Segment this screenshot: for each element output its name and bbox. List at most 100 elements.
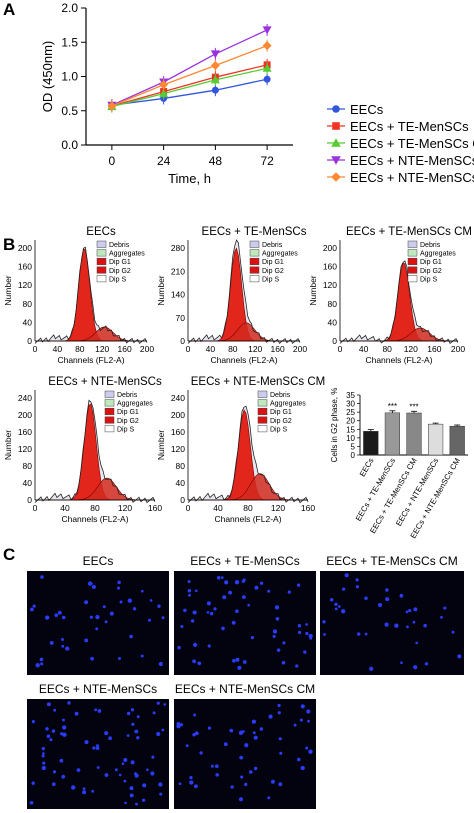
nucleus-dot: [194, 731, 199, 736]
flow-panel-1: EECs + TE-MenSCs 0 70 140 210 280 0 40 80 120 160 2…: [156, 226, 307, 365]
x-tick-label: 120: [248, 344, 262, 354]
nucleus-dot: [342, 587, 346, 591]
y-tick-label: 5: [351, 442, 356, 451]
legend-label: Debris: [420, 242, 441, 249]
y-tick-label: 40: [23, 317, 33, 327]
nucleus-dot: [279, 751, 283, 755]
series-line: [111, 67, 268, 108]
data-point: [211, 86, 219, 94]
x-tick-label: 160: [301, 503, 315, 513]
nucleus-dot: [293, 723, 297, 727]
nucleus-dot: [150, 771, 155, 776]
nucleus-dot: [385, 597, 390, 602]
legend-swatch: [257, 390, 268, 398]
legend-label: Dip G2: [270, 418, 292, 425]
nucleus-dot: [282, 641, 286, 645]
nucleus-dot: [239, 797, 243, 802]
histogram-outline: [34, 246, 148, 345]
y-tick-label: 30: [346, 400, 355, 409]
nucleus-dot: [95, 746, 100, 750]
nucleus-dot: [141, 798, 146, 802]
x-tick-label: 0: [109, 154, 116, 168]
legend-swatch: [257, 407, 268, 415]
panel-label-a: A: [3, 0, 16, 19]
nucleus-dot: [35, 663, 40, 668]
nucleus-dot: [193, 642, 198, 647]
nucleus-dot: [46, 702, 51, 707]
y-tick-label: 80: [176, 461, 186, 471]
legend-label: Debris: [117, 392, 138, 399]
nucleus-dot: [123, 779, 127, 783]
nucleus-dot: [413, 665, 418, 670]
nucleus-dot: [54, 613, 59, 617]
legend-label: Aggregates: [109, 251, 145, 258]
x-tick-label: 160: [427, 344, 441, 354]
nucleus-dot: [41, 746, 45, 751]
nucleus-dot: [177, 645, 181, 650]
nucleus-dot: [187, 588, 192, 593]
nucleus-dot: [229, 728, 234, 733]
legend-label: Dip G1: [262, 259, 284, 266]
y-axis-label: Number: [156, 430, 166, 460]
legend-label: EECs: [350, 102, 384, 117]
legend-label: Aggregates: [270, 401, 306, 408]
x-tick-label: 80: [382, 344, 392, 354]
flow-panel-2: EECs + TE-MenSCs CM 0 40 80 120 160 200 0 40 80 12…: [308, 226, 472, 365]
legend-swatch: [96, 275, 107, 283]
x-axis-label: Channels (FL2-A): [61, 514, 128, 524]
y-tick-label: 240: [18, 393, 32, 403]
micrograph-4: EECs + NTE-MenSCs CM: [174, 682, 316, 809]
nucleus-dot: [183, 608, 187, 613]
nucleus-dot: [413, 607, 418, 612]
nucleus-dot: [267, 589, 271, 593]
legend-swatch: [96, 249, 107, 257]
nucleus-dot: [287, 590, 291, 594]
nucleus-dot: [334, 602, 338, 606]
x-tick-label: 160: [148, 503, 162, 513]
nucleus-dot: [91, 584, 96, 590]
legend-label: EECs + NTE-MenSCs CM: [350, 170, 474, 185]
nucleus-dot: [239, 755, 244, 760]
flow-panel-title: EECs + TE-MenSCs CM: [346, 226, 472, 238]
nucleus-dot: [406, 625, 409, 629]
nucleus-dot: [45, 727, 49, 731]
nucleus-dot: [135, 802, 138, 806]
nucleus-dot: [194, 784, 198, 789]
data-point: [263, 75, 271, 83]
histogram-outline: [187, 405, 309, 504]
nucleus-dot: [232, 658, 236, 663]
y-tick-label: 40: [176, 478, 186, 488]
x-tick-label: 0: [338, 344, 343, 354]
y-tick-label: 20: [346, 417, 355, 426]
nucleus-dot: [127, 598, 132, 603]
nucleus-dot: [117, 656, 122, 661]
nucleus-dot: [206, 611, 210, 614]
nucleus-dot: [341, 609, 346, 614]
series-line: [111, 45, 268, 107]
nucleus-dot: [161, 728, 165, 732]
nucleus-dot: [237, 665, 242, 670]
x-axis-label: Channels (FL2-A): [57, 355, 124, 365]
y-tick-label: 160: [18, 262, 32, 272]
legend-label: Dip S: [270, 426, 287, 433]
legend-entry-1: EECs + TE-MenSCs: [327, 119, 469, 134]
nucleus-dot: [228, 590, 232, 595]
legend-label: EECs + NTE-MenSCs: [350, 153, 474, 168]
micrograph-background: [320, 571, 464, 675]
y-tick-label: 0: [180, 336, 185, 346]
x-tick-label: 0: [186, 344, 191, 354]
y-tick-label: 120: [323, 280, 337, 290]
nucleus-dot: [59, 758, 64, 763]
nucleus-dot: [385, 588, 389, 592]
legend-label: Dip G2: [109, 268, 131, 275]
x-tick-label: 120: [118, 503, 132, 513]
nucleus-dot: [104, 620, 108, 624]
micrograph-title: EECs + NTE-MenSCs: [39, 682, 157, 696]
data-point: [332, 122, 340, 130]
nucleus-dot: [199, 751, 203, 755]
nucleus-dot: [207, 726, 212, 730]
legend-swatch: [407, 266, 418, 274]
legend-label: Dip G1: [109, 259, 131, 266]
y-tick-label: 140: [171, 290, 185, 300]
nucleus-dot: [215, 764, 219, 768]
